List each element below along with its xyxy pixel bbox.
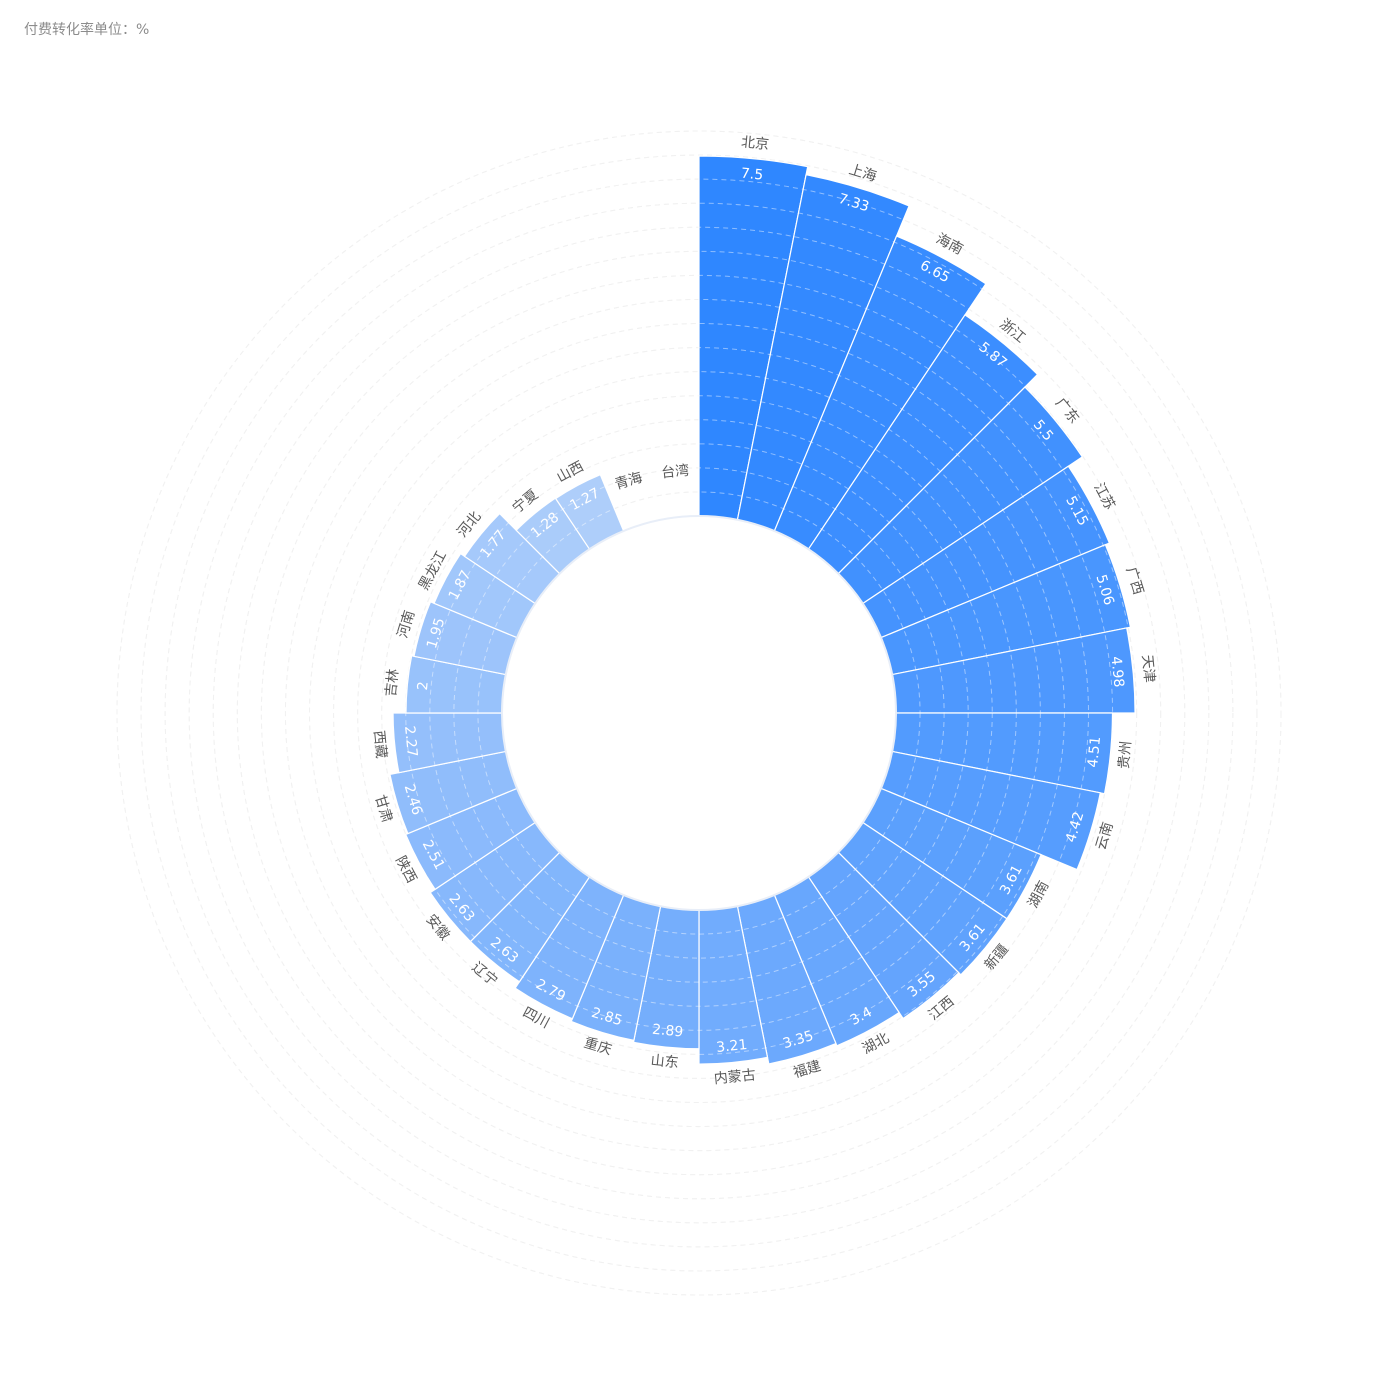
value-label: 2 xyxy=(415,681,432,691)
grid-ring-overlay xyxy=(405,419,993,1007)
category-label: 吉林 xyxy=(383,668,402,697)
grid-ring-overlay xyxy=(453,467,945,959)
grid-ring-overlay xyxy=(429,443,969,983)
category-label: 内蒙古 xyxy=(713,1067,756,1087)
grid-ring-overlay xyxy=(188,202,1210,1224)
value-label: 3.21 xyxy=(716,1037,749,1056)
grid-ring xyxy=(236,250,1162,1176)
grid-ring-overlay xyxy=(236,250,1162,1176)
bars xyxy=(389,155,1136,1065)
grid-ring-overlay xyxy=(284,298,1114,1128)
grid-ring xyxy=(116,130,1282,1296)
category-label: 甘肃 xyxy=(371,793,394,824)
grid-ring xyxy=(140,154,1258,1272)
category-label: 上海 xyxy=(847,162,878,185)
category-label: 山东 xyxy=(650,1053,679,1072)
grid-ring-overlay xyxy=(116,130,1282,1296)
grid-ring-overlay xyxy=(357,371,1041,1055)
grid-ring-overlay xyxy=(309,323,1089,1103)
category-label: 青海 xyxy=(613,470,644,493)
inner-hole xyxy=(501,515,897,911)
grid-ring-overlay xyxy=(164,178,1234,1248)
grid-ring-overlay xyxy=(381,395,1017,1031)
category-label: 福建 xyxy=(791,1058,822,1081)
category-label: 西藏 xyxy=(370,730,389,759)
category-label: 山西 xyxy=(554,459,586,486)
value-label: 7.5 xyxy=(740,166,764,184)
category-label: 重庆 xyxy=(582,1035,613,1058)
category-label: 海南 xyxy=(933,231,965,258)
value-label: 4.98 xyxy=(1108,656,1127,689)
grid-rings-overlay xyxy=(116,130,1282,1296)
category-label: 湖南 xyxy=(1025,879,1052,911)
category-label: 天津 xyxy=(1139,654,1158,683)
grid-ring-overlay xyxy=(477,491,921,935)
category-label: 云南 xyxy=(1093,820,1116,851)
unit-title: 付费转化率单位：% xyxy=(24,22,150,38)
grid-ring-overlay xyxy=(260,274,1138,1152)
category-label: 广西 xyxy=(1123,565,1146,596)
value-label: 2.27 xyxy=(401,725,420,758)
category-label: 台湾 xyxy=(660,462,690,482)
category-label: 四川 xyxy=(520,1004,552,1031)
category-label: 贵州 xyxy=(1116,740,1135,769)
grid-ring-overlay xyxy=(212,226,1186,1200)
grid-ring-overlay xyxy=(333,347,1065,1079)
category-label: 湖北 xyxy=(860,1030,892,1057)
value-label: 4.51 xyxy=(1085,736,1104,769)
value-label: 2.89 xyxy=(651,1022,684,1041)
category-label: 北京 xyxy=(740,134,769,153)
category-label: 江苏 xyxy=(1090,480,1117,512)
grid-ring xyxy=(188,202,1210,1224)
category-label: 河南 xyxy=(395,609,418,640)
grid-ring-overlay xyxy=(140,154,1258,1272)
